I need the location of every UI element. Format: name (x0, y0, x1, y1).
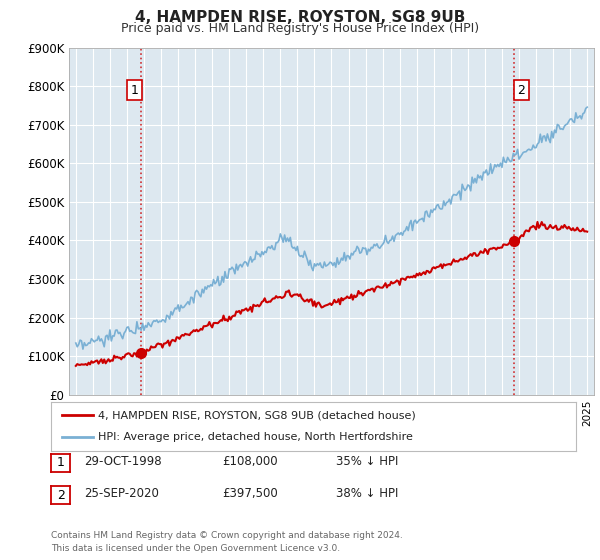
Text: 38% ↓ HPI: 38% ↓ HPI (336, 487, 398, 501)
Text: 1: 1 (130, 83, 138, 96)
Text: HPI: Average price, detached house, North Hertfordshire: HPI: Average price, detached house, Nort… (98, 432, 413, 442)
Text: 29-OCT-1998: 29-OCT-1998 (84, 455, 161, 468)
Text: £108,000: £108,000 (222, 455, 278, 468)
Text: 35% ↓ HPI: 35% ↓ HPI (336, 455, 398, 468)
Text: Contains HM Land Registry data © Crown copyright and database right 2024.
This d: Contains HM Land Registry data © Crown c… (51, 531, 403, 553)
Text: 2: 2 (517, 83, 525, 96)
Text: 4, HAMPDEN RISE, ROYSTON, SG8 9UB (detached house): 4, HAMPDEN RISE, ROYSTON, SG8 9UB (detac… (98, 410, 416, 421)
Text: 1: 1 (56, 456, 65, 469)
Text: 2: 2 (56, 488, 65, 502)
Text: Price paid vs. HM Land Registry's House Price Index (HPI): Price paid vs. HM Land Registry's House … (121, 22, 479, 35)
Text: 25-SEP-2020: 25-SEP-2020 (84, 487, 159, 501)
Text: £397,500: £397,500 (222, 487, 278, 501)
Text: 4, HAMPDEN RISE, ROYSTON, SG8 9UB: 4, HAMPDEN RISE, ROYSTON, SG8 9UB (135, 10, 465, 25)
